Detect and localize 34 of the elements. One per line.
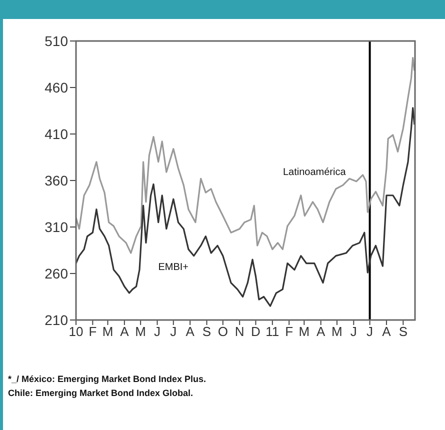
x-tick-label: A [382,324,392,340]
x-tick-label: M [102,324,114,340]
x-tick-label: M [298,324,310,340]
y-tick-label: 510 [44,32,68,49]
series-label: Latinoamérica [282,166,346,178]
series-label: EMBI+ [158,262,189,273]
y-tick-label: 360 [44,172,68,188]
x-tick-label: 11 [266,324,280,340]
y-tick-label: 310 [44,218,68,235]
x-tick-label: D [251,324,260,340]
x-tick-label: 10 [68,324,84,340]
y-tick-label: 460 [44,79,68,96]
x-tick-label: J [170,324,177,340]
x-tick-label: A [120,324,130,340]
y-tick-label: 210 [44,312,68,328]
x-tick-label: S [398,324,408,340]
x-tick-label: N [234,324,244,340]
text: Chile: Emerging Market Bond Index Global. [8,387,194,400]
y-tick-label: 410 [44,126,68,142]
x-tick-label: M [332,324,342,340]
x-tick-label: J [350,324,357,340]
x-tick-label: M [135,324,146,340]
y-tick-label: 260 [44,265,68,282]
x-tick-label: A [316,324,326,340]
x-tick-label: S [202,324,212,340]
x-tick-label: J [154,324,160,340]
x-tick-label: F [285,324,294,340]
x-tick-label: J [366,324,374,340]
x-tick-label: A [186,324,195,340]
line-series [76,56,415,254]
x-tick-label: O [218,324,228,340]
line-series [76,107,415,307]
text: *_/ México: Emerging Market Bond Index Plus. [8,373,206,386]
x-tick-label: F [88,324,97,340]
